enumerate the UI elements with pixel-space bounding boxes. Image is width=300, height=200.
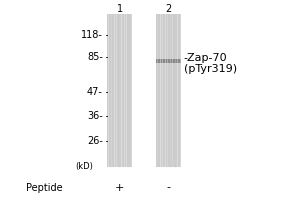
Text: 47-: 47- — [87, 87, 103, 97]
Text: Peptide: Peptide — [26, 183, 63, 193]
Text: 26-: 26- — [87, 136, 103, 146]
Text: -: - — [166, 183, 170, 193]
Text: -Zap-70: -Zap-70 — [184, 53, 227, 63]
Text: 85-: 85- — [87, 52, 103, 62]
Text: (kD): (kD) — [75, 162, 93, 171]
Text: (pTyr319): (pTyr319) — [184, 64, 237, 74]
Text: 1: 1 — [117, 4, 123, 14]
Bar — [107, 14, 132, 167]
Text: +: + — [115, 183, 124, 193]
Text: 36-: 36- — [87, 111, 103, 121]
Text: 118-: 118- — [81, 30, 103, 40]
Bar — [156, 59, 181, 63]
Text: 2: 2 — [165, 4, 171, 14]
Bar — [156, 14, 181, 167]
